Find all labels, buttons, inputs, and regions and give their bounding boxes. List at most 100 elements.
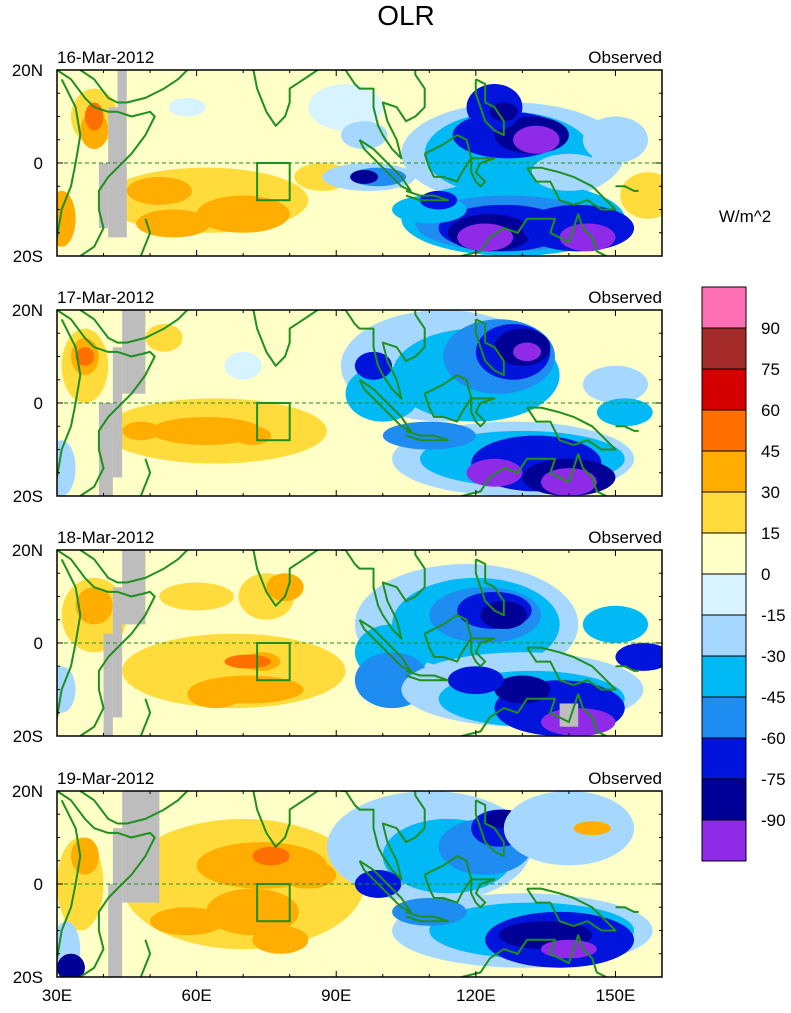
- panel-type: Observed: [588, 288, 662, 307]
- region-box: [256, 883, 291, 923]
- coastline: [340, 550, 426, 640]
- anomaly-contour: [280, 860, 337, 889]
- coastline: [470, 157, 496, 188]
- coastline: [438, 453, 607, 496]
- region-box: [256, 162, 291, 202]
- anomaly-contour: [70, 837, 99, 875]
- olr-field: [57, 550, 662, 736]
- coastline: [474, 78, 505, 137]
- panel-date: 17-Mar-2012: [57, 288, 154, 307]
- coastline: [358, 378, 412, 432]
- coastline: [438, 693, 607, 736]
- anomaly-contour: [57, 953, 85, 977]
- region-box: [256, 402, 291, 442]
- olr-field: [57, 70, 662, 256]
- colorbar-label: -15: [761, 606, 786, 625]
- anomaly-contour: [224, 654, 272, 669]
- missing-data: [98, 163, 109, 229]
- missing-data: [122, 550, 146, 625]
- anomaly-contour: [503, 791, 635, 866]
- coastline: [615, 906, 639, 913]
- coastline: [138, 458, 152, 496]
- lat-label: 20S: [13, 487, 43, 506]
- anomaly-contour: [620, 172, 662, 219]
- coastline: [358, 138, 412, 192]
- olr-field: [57, 791, 662, 977]
- anomaly-contour: [531, 153, 607, 191]
- lon-label: 150E: [596, 986, 636, 1005]
- coastline: [526, 887, 617, 932]
- coastline: [438, 213, 607, 256]
- coastline: [138, 939, 152, 977]
- lat-label: 0: [34, 394, 43, 413]
- coastline: [526, 166, 617, 211]
- coastline: [358, 859, 412, 913]
- coastline: [470, 637, 496, 668]
- panel-date: 16-Mar-2012: [57, 48, 154, 67]
- anomaly-contour: [308, 83, 383, 131]
- colorbar-swatch: [701, 368, 747, 411]
- panel-type: Observed: [588, 48, 662, 67]
- coastline: [57, 558, 82, 718]
- colorbar-units: W/m^2: [719, 207, 771, 226]
- coastline: [233, 70, 319, 127]
- lon-label: 90E: [321, 986, 351, 1005]
- colorbar-swatch: [701, 409, 747, 452]
- missing-data: [122, 310, 146, 394]
- anomaly-contour: [541, 708, 616, 736]
- colorbar-swatch: [701, 819, 747, 862]
- coastline: [358, 618, 412, 672]
- colorbar-swatch: [701, 327, 747, 370]
- colorbar-label: -75: [761, 770, 786, 789]
- lat-label: 20S: [13, 968, 43, 987]
- lat-label: 20S: [13, 247, 43, 266]
- coastline: [79, 310, 189, 344]
- colorbar-label: 90: [761, 319, 780, 338]
- missing-data: [117, 70, 127, 238]
- lon-label: 30E: [42, 986, 72, 1005]
- colorbar-swatch: [701, 573, 747, 616]
- coastline: [526, 646, 617, 691]
- missing-data: [103, 633, 113, 736]
- anomaly-contour: [57, 666, 76, 713]
- panel-date: 19-Mar-2012: [57, 769, 154, 788]
- anomaly-contour: [145, 323, 183, 352]
- anomaly-contour: [513, 125, 560, 154]
- coastline: [57, 318, 82, 478]
- coastline: [405, 189, 449, 202]
- anomaly-contour: [541, 939, 597, 959]
- panel-type: Observed: [588, 769, 662, 788]
- lat-label: 0: [34, 154, 43, 173]
- panel-type: Observed: [588, 528, 662, 547]
- colorbar-swatch: [701, 286, 747, 329]
- lat-label: 0: [34, 875, 43, 894]
- panels: 20N 0 20S 16-Mar-2012 Observed 20N 0 20S 17-Mar-…: [12, 48, 663, 1005]
- coastline: [615, 665, 639, 672]
- colorbar-swatch: [701, 737, 747, 780]
- coastline: [57, 70, 156, 256]
- missing-data: [112, 347, 123, 478]
- colorbar-label: -90: [761, 811, 786, 830]
- colorbar-label: -45: [761, 688, 786, 707]
- coastline: [423, 614, 473, 663]
- colorbar-swatch: [701, 696, 747, 739]
- coastline: [470, 878, 496, 909]
- missing-data: [108, 884, 118, 977]
- anomaly-contour: [466, 458, 523, 487]
- anomaly-contour: [126, 176, 192, 205]
- colorbar-label: 15: [761, 524, 780, 543]
- coastline: [138, 218, 152, 256]
- anomaly-contour: [266, 573, 304, 602]
- coastline: [474, 318, 505, 377]
- anomaly-contour: [559, 223, 616, 252]
- lon-label: 120E: [456, 986, 496, 1005]
- anomaly-contour: [233, 426, 272, 445]
- coastline: [340, 70, 426, 160]
- coastline: [405, 429, 449, 442]
- olr-panel: 20N 0 20S 18-Mar-2012 Observed: [12, 528, 663, 746]
- anomaly-contour: [582, 365, 649, 403]
- anomaly-contour: [150, 907, 225, 936]
- lat-label: 20N: [12, 61, 43, 80]
- lat-label: 20N: [12, 301, 43, 320]
- missing-data: [98, 403, 113, 496]
